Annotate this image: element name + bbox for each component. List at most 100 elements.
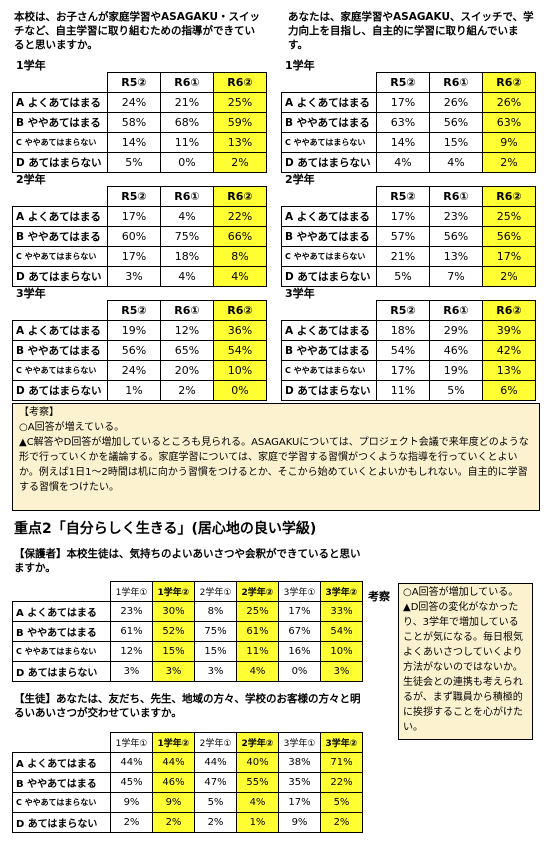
value-cell: 11% xyxy=(376,380,430,401)
corner-cell xyxy=(12,72,108,93)
row-label: A よくあてはまる xyxy=(12,752,111,773)
value-cell: 26% xyxy=(482,92,536,113)
value-cell: 21% xyxy=(160,92,214,113)
column-header: R5② xyxy=(376,72,430,93)
table-row: A よくあてはまる 23% 30% 8% 25% 17% 33% xyxy=(12,601,363,622)
value-cell: 10% xyxy=(320,641,363,662)
table-row: B ややあてはまる 45% 46% 47% 55% 35% 22% xyxy=(12,772,363,793)
value-cell: 9% xyxy=(110,792,153,813)
column-header: R6② xyxy=(482,186,536,207)
row-label: B ややあてはまる xyxy=(12,772,111,793)
consider-line: ▲C解答やD回答が増加しているところも見られる。ASAGAKUについては、プロジ… xyxy=(19,437,529,493)
row-label: C ややあてはまらない xyxy=(281,132,377,153)
guardian-question: 【保護者】本校生徒は、気持ちのよいあいさつや会釈ができていると思いますか。 xyxy=(14,548,361,574)
value-cell: 12% xyxy=(110,641,153,662)
value-cell: 23% xyxy=(110,601,153,622)
left-question: 本校は、お子さんが家庭学習やASAGAKU・スイッチなど、自主学習に取り組むため… xyxy=(14,11,261,51)
value-cell: 2% xyxy=(482,266,536,287)
value-cell: 14% xyxy=(376,132,430,153)
grade-label: 3学年 xyxy=(285,287,315,300)
table-row: C ややあてはまらない 17% 18% 8% xyxy=(12,246,267,267)
row-label: C ややあてはまらない xyxy=(281,246,377,267)
value-cell: 25% xyxy=(236,601,279,622)
column-header: R6① xyxy=(160,186,214,207)
value-cell: 4% xyxy=(429,152,483,173)
row-label: D あてはまらない xyxy=(12,266,108,287)
column-header: 3学年② xyxy=(320,581,363,602)
value-cell: 60% xyxy=(107,226,161,247)
value-cell: 1% xyxy=(236,812,279,833)
value-cell: 9% xyxy=(278,812,321,833)
grade-label: 3学年 xyxy=(16,287,46,300)
value-cell: 21% xyxy=(376,246,430,267)
value-cell: 26% xyxy=(429,92,483,113)
value-cell: 5% xyxy=(376,266,430,287)
consider-title: 【考察】 xyxy=(19,407,59,418)
value-cell: 3% xyxy=(194,661,237,682)
value-cell: 17% xyxy=(482,246,536,267)
column-header: 2学年② xyxy=(236,581,279,602)
column-header: 2学年① xyxy=(194,581,237,602)
corner-cell xyxy=(12,732,111,753)
table-row: B ややあてはまる 60% 75% 66% xyxy=(12,226,267,247)
row-label: C ややあてはまらない xyxy=(12,792,111,813)
value-cell: 38% xyxy=(278,752,321,773)
table-row: D あてはまらない 3% 3% 3% 4% 0% 3% xyxy=(12,661,363,682)
table-row: C ややあてはまらない 14% 15% 9% xyxy=(281,132,536,153)
value-cell: 56% xyxy=(429,226,483,247)
column-header: R5② xyxy=(107,186,161,207)
column-header: R6① xyxy=(429,300,483,321)
column-header: 3学年① xyxy=(278,581,321,602)
value-cell: 4% xyxy=(160,266,214,287)
value-cell: 56% xyxy=(482,226,536,247)
table-row: D あてはまらない 2% 2% 2% 1% 9% 2% xyxy=(12,812,363,833)
row-label: C ややあてはまらない xyxy=(281,360,377,381)
value-cell: 39% xyxy=(482,320,536,341)
value-cell: 12% xyxy=(160,320,214,341)
value-cell: 14% xyxy=(107,132,161,153)
value-cell: 22% xyxy=(320,772,363,793)
value-cell: 8% xyxy=(213,246,267,267)
value-cell: 19% xyxy=(429,360,483,381)
value-cell: 63% xyxy=(376,112,430,133)
consider-line: ▲D回答の変化がなかったり、3学年で増加していることが気になる。毎日根気よくあい… xyxy=(403,602,523,673)
column-header: R6② xyxy=(482,300,536,321)
column-header: R6② xyxy=(213,72,267,93)
consider-box-1: 【考察】 ○A回答が増えている。 ▲C解答やD回答が増加しているところも見られる… xyxy=(12,403,540,511)
column-header: 2学年① xyxy=(194,732,237,753)
consider-line: ○A回答が増えている。 xyxy=(19,422,125,433)
value-cell: 2% xyxy=(320,812,363,833)
table-row: B ややあてはまる 58% 68% 59% xyxy=(12,112,267,133)
column-header: R5② xyxy=(107,72,161,93)
row-label: D あてはまらない xyxy=(12,380,108,401)
column-header: R6① xyxy=(160,300,214,321)
row-label: B ややあてはまる xyxy=(281,340,377,361)
table-row: C ややあてはまらない 14% 11% 13% xyxy=(12,132,267,153)
value-cell: 2% xyxy=(213,152,267,173)
value-cell: 2% xyxy=(152,812,195,833)
table-row: A よくあてはまる 17% 23% 25% xyxy=(281,206,536,227)
value-cell: 0% xyxy=(278,661,321,682)
value-cell: 54% xyxy=(320,621,363,642)
value-cell: 5% xyxy=(194,792,237,813)
corner-cell xyxy=(12,581,111,602)
table-row: B ややあてはまる 56% 65% 54% xyxy=(12,340,267,361)
value-cell: 66% xyxy=(213,226,267,247)
row-label: C ややあてはまらない xyxy=(12,360,108,381)
value-cell: 30% xyxy=(152,601,195,622)
value-cell: 25% xyxy=(482,206,536,227)
column-header: 1学年② xyxy=(152,581,195,602)
table-row: C ややあてはまらない 24% 20% 10% xyxy=(12,360,267,381)
survey-table: R5② R6① R6② A よくあてはまる 17% 23% 25% B ややあてはまる 57% 5… xyxy=(281,186,536,287)
value-cell: 11% xyxy=(236,641,279,662)
value-cell: 15% xyxy=(152,641,195,662)
row-label: D あてはまらない xyxy=(281,152,377,173)
value-cell: 7% xyxy=(429,266,483,287)
column-header: R5② xyxy=(107,300,161,321)
corner-cell xyxy=(281,72,377,93)
value-cell: 24% xyxy=(107,92,161,113)
row-label: A よくあてはまる xyxy=(12,206,108,227)
consider-box-2: ○A回答が増加している。 ▲D回答の変化がなかったり、3学年で増加していることが… xyxy=(398,583,533,740)
value-cell: 3% xyxy=(107,266,161,287)
value-cell: 57% xyxy=(376,226,430,247)
